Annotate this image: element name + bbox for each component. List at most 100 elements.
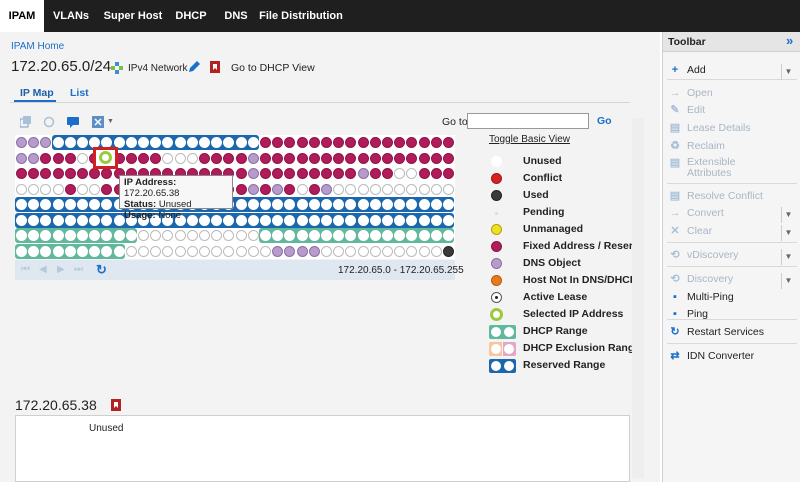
ip-cell[interactable] [430,245,442,257]
ip-cell[interactable] [333,199,345,210]
ip-cell[interactable] [235,199,247,210]
ip-cell[interactable] [406,245,418,257]
ip-cell[interactable] [382,230,393,241]
ip-cell[interactable] [321,230,332,241]
ip-cell[interactable] [308,230,320,241]
ip-cell[interactable] [77,245,88,257]
ip-cell[interactable] [138,230,149,241]
ip-cell[interactable] [430,168,442,179]
copy-icon[interactable] [19,116,32,128]
ip-cell[interactable] [308,199,320,210]
tab-dhcp[interactable]: DHCP [175,10,207,22]
ip-cell[interactable] [64,183,76,195]
ip-cell[interactable] [296,230,308,241]
ip-cell[interactable] [443,199,454,210]
ip-cell[interactable] [101,230,113,241]
ip-cell[interactable] [28,230,40,241]
ip-cell[interactable] [16,245,27,257]
ip-cell[interactable] [16,199,27,210]
ip-cell[interactable] [443,214,454,226]
ip-cell[interactable] [174,152,186,164]
ip-cell[interactable] [199,245,210,257]
ip-cell[interactable] [430,230,442,241]
toolbar-restart-services[interactable]: ↻ Restart Services [669,326,764,342]
ip-cell[interactable] [77,230,88,241]
ip-cell[interactable] [52,137,64,148]
ip-cell[interactable] [321,183,332,195]
ip-cell[interactable] [418,245,430,257]
ip-cell[interactable] [150,230,162,241]
ip-cell[interactable] [235,214,247,226]
ip-cell[interactable] [138,152,149,164]
ip-cell[interactable] [28,152,40,164]
ip-cell[interactable] [333,183,345,195]
ip-cell[interactable] [406,168,418,179]
detail-bookmark-icon[interactable] [111,399,121,411]
ip-cell[interactable] [296,137,308,148]
ip-cell[interactable] [186,214,198,226]
ip-cell[interactable] [296,245,308,257]
ip-cell[interactable] [272,168,284,179]
ip-cell[interactable] [235,245,247,257]
ip-cell[interactable] [40,230,52,241]
ip-cell[interactable] [260,137,271,148]
toolbar-idn-converter[interactable]: ⇄ IDN Converter [669,350,754,366]
ip-cell[interactable] [162,152,174,164]
ip-cell[interactable] [247,168,259,179]
ip-cell[interactable] [430,214,442,226]
ip-cell[interactable] [52,214,64,226]
ip-cell[interactable] [418,199,430,210]
ip-cell[interactable] [272,152,284,164]
ip-cell[interactable] [284,214,296,226]
ip-cell[interactable] [443,152,454,164]
ip-cell[interactable] [321,245,332,257]
ip-cell[interactable] [308,168,320,179]
ip-cell[interactable] [333,230,345,241]
ip-cell[interactable] [113,230,125,241]
ip-cell[interactable] [77,183,88,195]
ip-cell[interactable] [223,152,235,164]
ip-cell[interactable] [89,199,101,210]
ip-cell[interactable] [357,214,369,226]
ip-cell[interactable] [150,245,162,257]
ip-cell[interactable] [64,214,76,226]
ip-cell[interactable] [418,152,430,164]
ip-cell[interactable] [406,137,418,148]
ip-cell[interactable] [174,137,186,148]
ip-cell[interactable] [16,183,27,195]
ip-cell[interactable] [101,245,113,257]
ip-cell[interactable] [16,152,27,164]
ip-cell[interactable] [77,214,88,226]
ip-cell[interactable] [443,245,454,257]
ip-cell[interactable] [113,245,125,257]
ip-cell[interactable] [235,230,247,241]
ip-cell[interactable] [235,183,247,195]
ip-cell[interactable] [28,245,40,257]
ip-cell[interactable] [260,230,271,241]
ip-cell[interactable] [186,230,198,241]
ip-cell[interactable] [345,230,357,241]
ip-cell[interactable] [284,137,296,148]
tab-list[interactable]: List [70,87,89,99]
ip-cell[interactable] [345,152,357,164]
tab-ipam[interactable]: IPAM [0,0,44,32]
ip-cell[interactable] [64,137,76,148]
ip-cell[interactable] [418,183,430,195]
ip-cell[interactable] [186,245,198,257]
ip-cell[interactable] [235,152,247,164]
ip-cell[interactable] [369,183,381,195]
ip-cell[interactable] [296,214,308,226]
ip-cell[interactable] [89,245,101,257]
ip-cell[interactable] [101,183,113,195]
ip-cell[interactable] [308,214,320,226]
dropdown-caret-icon[interactable]: ▼ [781,249,795,265]
ip-cell[interactable] [125,230,137,241]
ip-cell[interactable] [28,137,40,148]
last-page-icon[interactable]: ⏭ [74,264,83,275]
next-page-icon[interactable]: ▶ [57,264,65,275]
ip-cell[interactable] [28,183,40,195]
ip-cell[interactable] [138,137,149,148]
ip-cell[interactable] [418,168,430,179]
ip-cell[interactable] [52,245,64,257]
ip-cell[interactable] [64,199,76,210]
